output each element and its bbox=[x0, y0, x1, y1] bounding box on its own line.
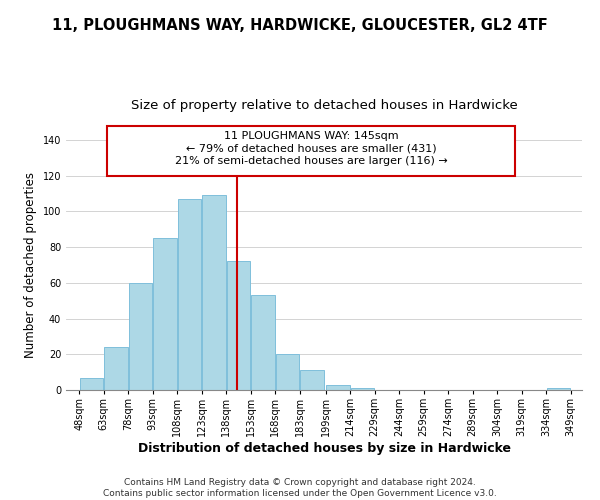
Bar bbox=[227, 262, 250, 390]
Bar bbox=[80, 378, 103, 390]
Bar bbox=[104, 347, 128, 390]
Text: Contains HM Land Registry data © Crown copyright and database right 2024.
Contai: Contains HM Land Registry data © Crown c… bbox=[103, 478, 497, 498]
Bar bbox=[128, 283, 152, 390]
Text: 11, PLOUGHMANS WAY, HARDWICKE, GLOUCESTER, GL2 4TF: 11, PLOUGHMANS WAY, HARDWICKE, GLOUCESTE… bbox=[52, 18, 548, 32]
Bar bbox=[275, 354, 299, 390]
Text: 21% of semi-detached houses are larger (116) →: 21% of semi-detached houses are larger (… bbox=[175, 156, 448, 166]
FancyBboxPatch shape bbox=[107, 126, 515, 176]
Bar bbox=[350, 388, 374, 390]
Bar bbox=[153, 238, 176, 390]
Y-axis label: Number of detached properties: Number of detached properties bbox=[24, 172, 37, 358]
Text: 11 PLOUGHMANS WAY: 145sqm: 11 PLOUGHMANS WAY: 145sqm bbox=[224, 132, 398, 141]
Bar bbox=[251, 296, 275, 390]
Text: ← 79% of detached houses are smaller (431): ← 79% of detached houses are smaller (43… bbox=[185, 144, 436, 154]
Bar bbox=[202, 196, 226, 390]
X-axis label: Distribution of detached houses by size in Hardwicke: Distribution of detached houses by size … bbox=[137, 442, 511, 455]
Bar bbox=[178, 199, 201, 390]
Bar bbox=[547, 388, 570, 390]
Bar bbox=[326, 384, 350, 390]
Title: Size of property relative to detached houses in Hardwicke: Size of property relative to detached ho… bbox=[131, 100, 517, 112]
Bar bbox=[300, 370, 323, 390]
